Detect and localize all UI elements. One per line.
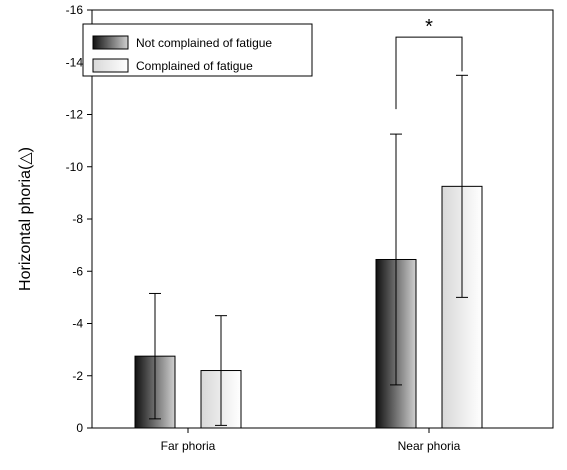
bars [134, 185, 483, 429]
legend-swatch [92, 35, 129, 50]
x-category-label: Near phoria [398, 439, 461, 453]
legend-swatch [92, 58, 129, 73]
legend-label: Not complained of fatigue [136, 36, 272, 50]
y-tick-label: -10 [66, 160, 84, 174]
x-category-label: Far phoria [161, 439, 216, 453]
y-tick-label: -14 [66, 55, 84, 69]
x-axis: Far phoria Near phoria [161, 428, 461, 453]
annotations: * [395, 16, 463, 110]
y-tick-label: -2 [72, 369, 83, 383]
error-bars [149, 74, 468, 426]
y-tick-label: -8 [72, 212, 83, 226]
y-axis-title: Horizontal phoria(△) [17, 147, 34, 291]
y-tick-label: -4 [72, 317, 83, 331]
legend-label: Complained of fatigue [136, 59, 253, 73]
y-tick-label: 0 [76, 421, 83, 435]
y-tick-label: -12 [66, 108, 84, 122]
y-tick-label: -16 [66, 3, 84, 17]
significance-marker: * [425, 16, 433, 38]
legend: Not complained of fatigue Complained of f… [82, 23, 313, 77]
significance-bracket [395, 36, 463, 110]
y-tick-label: -6 [72, 264, 83, 278]
y-axis: 0 -2 -4 -6 -8 -10 -12 -14 -16 [66, 3, 92, 435]
